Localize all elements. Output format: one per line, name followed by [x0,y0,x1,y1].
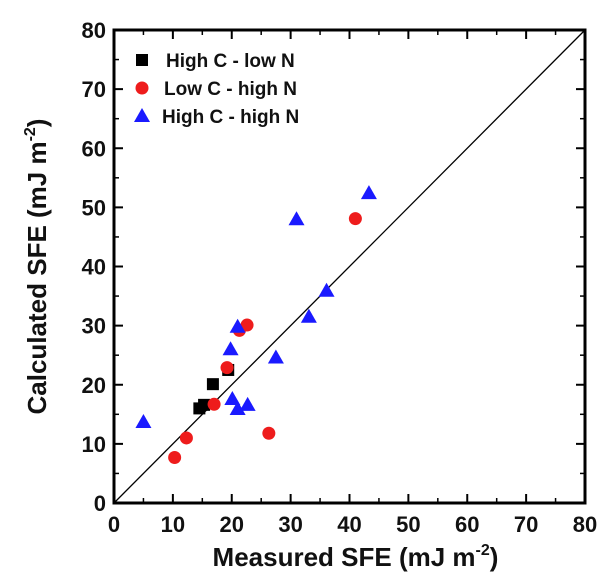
data-point-triangle [222,341,239,356]
data-point-triangle [229,400,246,415]
x-tick-label: 70 [514,512,538,537]
legend-label: High C - low N [166,51,295,72]
data-point-triangle [224,390,241,405]
x-tick-label: 10 [161,512,185,537]
y-axis-title-superscript: -2 [22,127,39,141]
x-tick-label: 20 [220,512,244,537]
y-tick-label: 80 [82,18,106,43]
data-point-circle [179,431,193,445]
x-tick-label: 60 [455,512,479,537]
x-tick-label: 0 [108,512,120,537]
y-tick-label: 20 [82,373,106,398]
x-axis-title: Measured SFE (mJ m-2) [213,542,499,572]
data-point-square [206,378,219,391]
data-point-circle [207,397,221,411]
reference-line-y-equals-x [113,29,586,504]
data-point-triangle [229,318,246,333]
y-tick-label: 60 [82,136,106,161]
data-point-circle [220,361,234,375]
data-points [135,185,377,464]
plot-frame [112,28,587,505]
y-tick-label: 50 [82,195,106,220]
x-tick-label: 40 [337,512,361,537]
data-point-triangle [318,282,335,297]
x-axis-title-superscript: -2 [476,542,490,559]
data-point-triangle [288,211,305,226]
y-tick-label: 70 [82,77,106,102]
legend-marker-square [136,54,148,66]
x-tick-label: 80 [573,512,597,537]
legend: High C - low N Low C - high N High C - hig… [134,51,299,128]
y-tick-label: 0 [94,491,106,516]
x-axis-title-end: ) [490,542,499,572]
data-point-circle [348,212,362,226]
y-axis-title: Calculated SFE (mJ m-2) [22,119,52,415]
data-point-triangle [239,396,256,411]
data-point-circle [262,426,276,440]
y-tick-labels: 0 10 20 30 40 50 60 70 80 [82,18,106,516]
x-tick-label: 30 [278,512,302,537]
y-axis-title-text: Calculated SFE (mJ m [22,141,52,414]
legend-marker-triangle [134,108,150,122]
y-tick-label: 10 [82,432,106,457]
x-axis-title-text: Measured SFE (mJ m [213,542,476,572]
legend-label: High C - high N [162,107,299,128]
data-point-triangle [135,413,152,428]
legend-marker-circle [135,81,149,95]
data-point-square [198,398,211,411]
legend-label: Low C - high N [164,79,297,100]
data-point-circle [168,450,182,464]
data-point-triangle [300,308,317,323]
x-tick-label: 50 [396,512,420,537]
x-tick-labels: 0 10 20 30 40 50 60 70 80 [108,512,597,537]
y-tick-label: 30 [82,314,106,339]
data-point-triangle [267,349,284,364]
data-point-triangle [360,185,377,200]
data-point-circle [240,318,254,332]
y-tick-label: 40 [82,255,106,280]
y-axis-title-end: ) [22,119,52,128]
